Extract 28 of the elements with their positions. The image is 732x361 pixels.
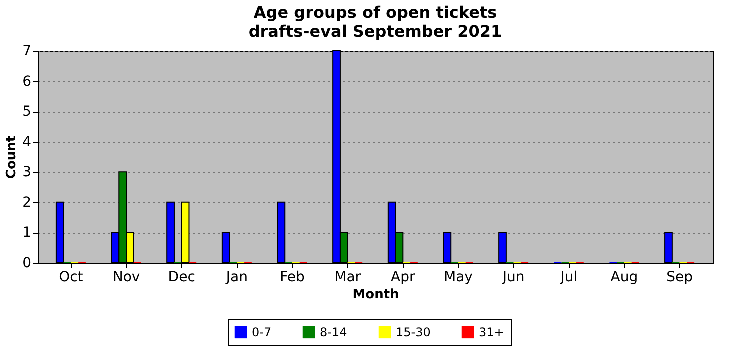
y-axis-title: Count [4, 136, 20, 180]
y-tick-label: 5 [22, 104, 32, 120]
x-tick-label: Jul [560, 270, 578, 286]
x-tick-label: Sep [666, 270, 694, 286]
x-tick-label: Apr [391, 270, 416, 286]
chart-title: Age groups of open tickets [254, 3, 498, 22]
x-tick-label: Nov [112, 270, 140, 286]
y-tick-label: 0 [22, 256, 32, 272]
legend-label: 8-14 [320, 325, 348, 340]
legend-label: 15-30 [396, 325, 431, 340]
x-tick-label: Mar [334, 270, 362, 286]
x-tick-label: May [444, 270, 473, 286]
y-tick-label: 6 [22, 74, 32, 90]
x-tick-label: Oct [59, 270, 84, 286]
x-tick-label: Aug [610, 270, 638, 286]
y-tick-label: 7 [22, 44, 32, 60]
y-tick-label: 4 [22, 134, 32, 150]
x-tick-label: Jan [225, 270, 248, 286]
legend-label: 0-7 [252, 325, 272, 340]
legend-label: 31+ [479, 325, 504, 340]
x-axis-title: Month [352, 288, 400, 302]
y-tick-label: 2 [22, 194, 32, 211]
x-tick-label: Jun [502, 270, 525, 286]
chart-subtitle: drafts-eval September 2021 [248, 22, 502, 41]
y-tick-label: 3 [22, 164, 32, 181]
x-tick-label: Feb [280, 270, 306, 286]
y-tick-label: 1 [22, 225, 32, 242]
x-tick-label: Dec [168, 270, 196, 286]
